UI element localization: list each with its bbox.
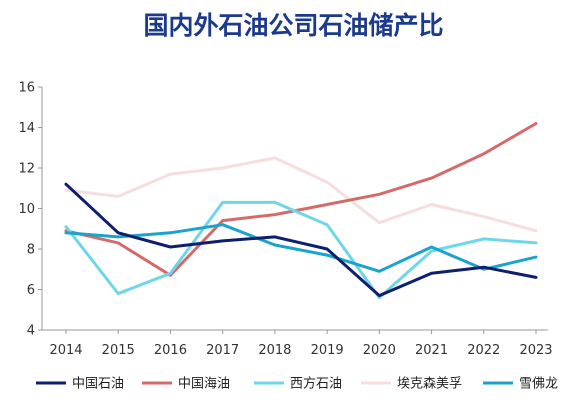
x-tick-label: 2018	[258, 343, 291, 358]
x-tick-label: 2023	[519, 343, 552, 358]
x-axis-ticks: 2014 2015 2016 2017 2018 2019 2020 2021 2022 2023	[49, 330, 553, 358]
x-tick-label: 2014	[49, 343, 82, 358]
y-tick-label: 8	[27, 243, 35, 258]
series-line-2	[64, 200, 538, 300]
y-tick-label: 14	[18, 121, 35, 136]
legend-label: 埃克森美孚	[397, 377, 462, 392]
legend-label: 中国石油	[72, 377, 124, 392]
x-tick-label: 2017	[206, 343, 239, 358]
x-tick-label: 2022	[467, 343, 500, 358]
series-line-1	[64, 122, 538, 277]
x-tick-label: 2015	[102, 343, 135, 358]
y-tick-label: 10	[18, 202, 35, 217]
legend-label: 中国海油	[178, 377, 230, 392]
x-tick-label: 2016	[154, 343, 187, 358]
y-tick-label: 4	[27, 324, 35, 339]
series-line-3	[64, 156, 538, 233]
series-lines	[64, 122, 538, 300]
y-tick-label: 6	[27, 283, 35, 298]
x-tick-label: 2021	[415, 343, 448, 358]
series-line-0	[64, 182, 538, 298]
chart-title: 国内外石油公司石油储产比	[143, 11, 444, 40]
y-tick-label: 12	[18, 162, 35, 177]
y-tick-label: 16	[18, 81, 35, 96]
legend-label: 西方石油	[290, 376, 342, 392]
legend: 中国石油 中国海油 西方石油 埃克森美孚 雪佛龙	[36, 376, 558, 392]
x-tick-label: 2019	[311, 343, 344, 358]
y-axis-ticks: 4 6 8 10 12 14 16	[18, 81, 42, 339]
series-line-4	[64, 223, 538, 273]
x-tick-label: 2020	[363, 343, 396, 358]
legend-label: 雪佛龙	[519, 377, 558, 392]
